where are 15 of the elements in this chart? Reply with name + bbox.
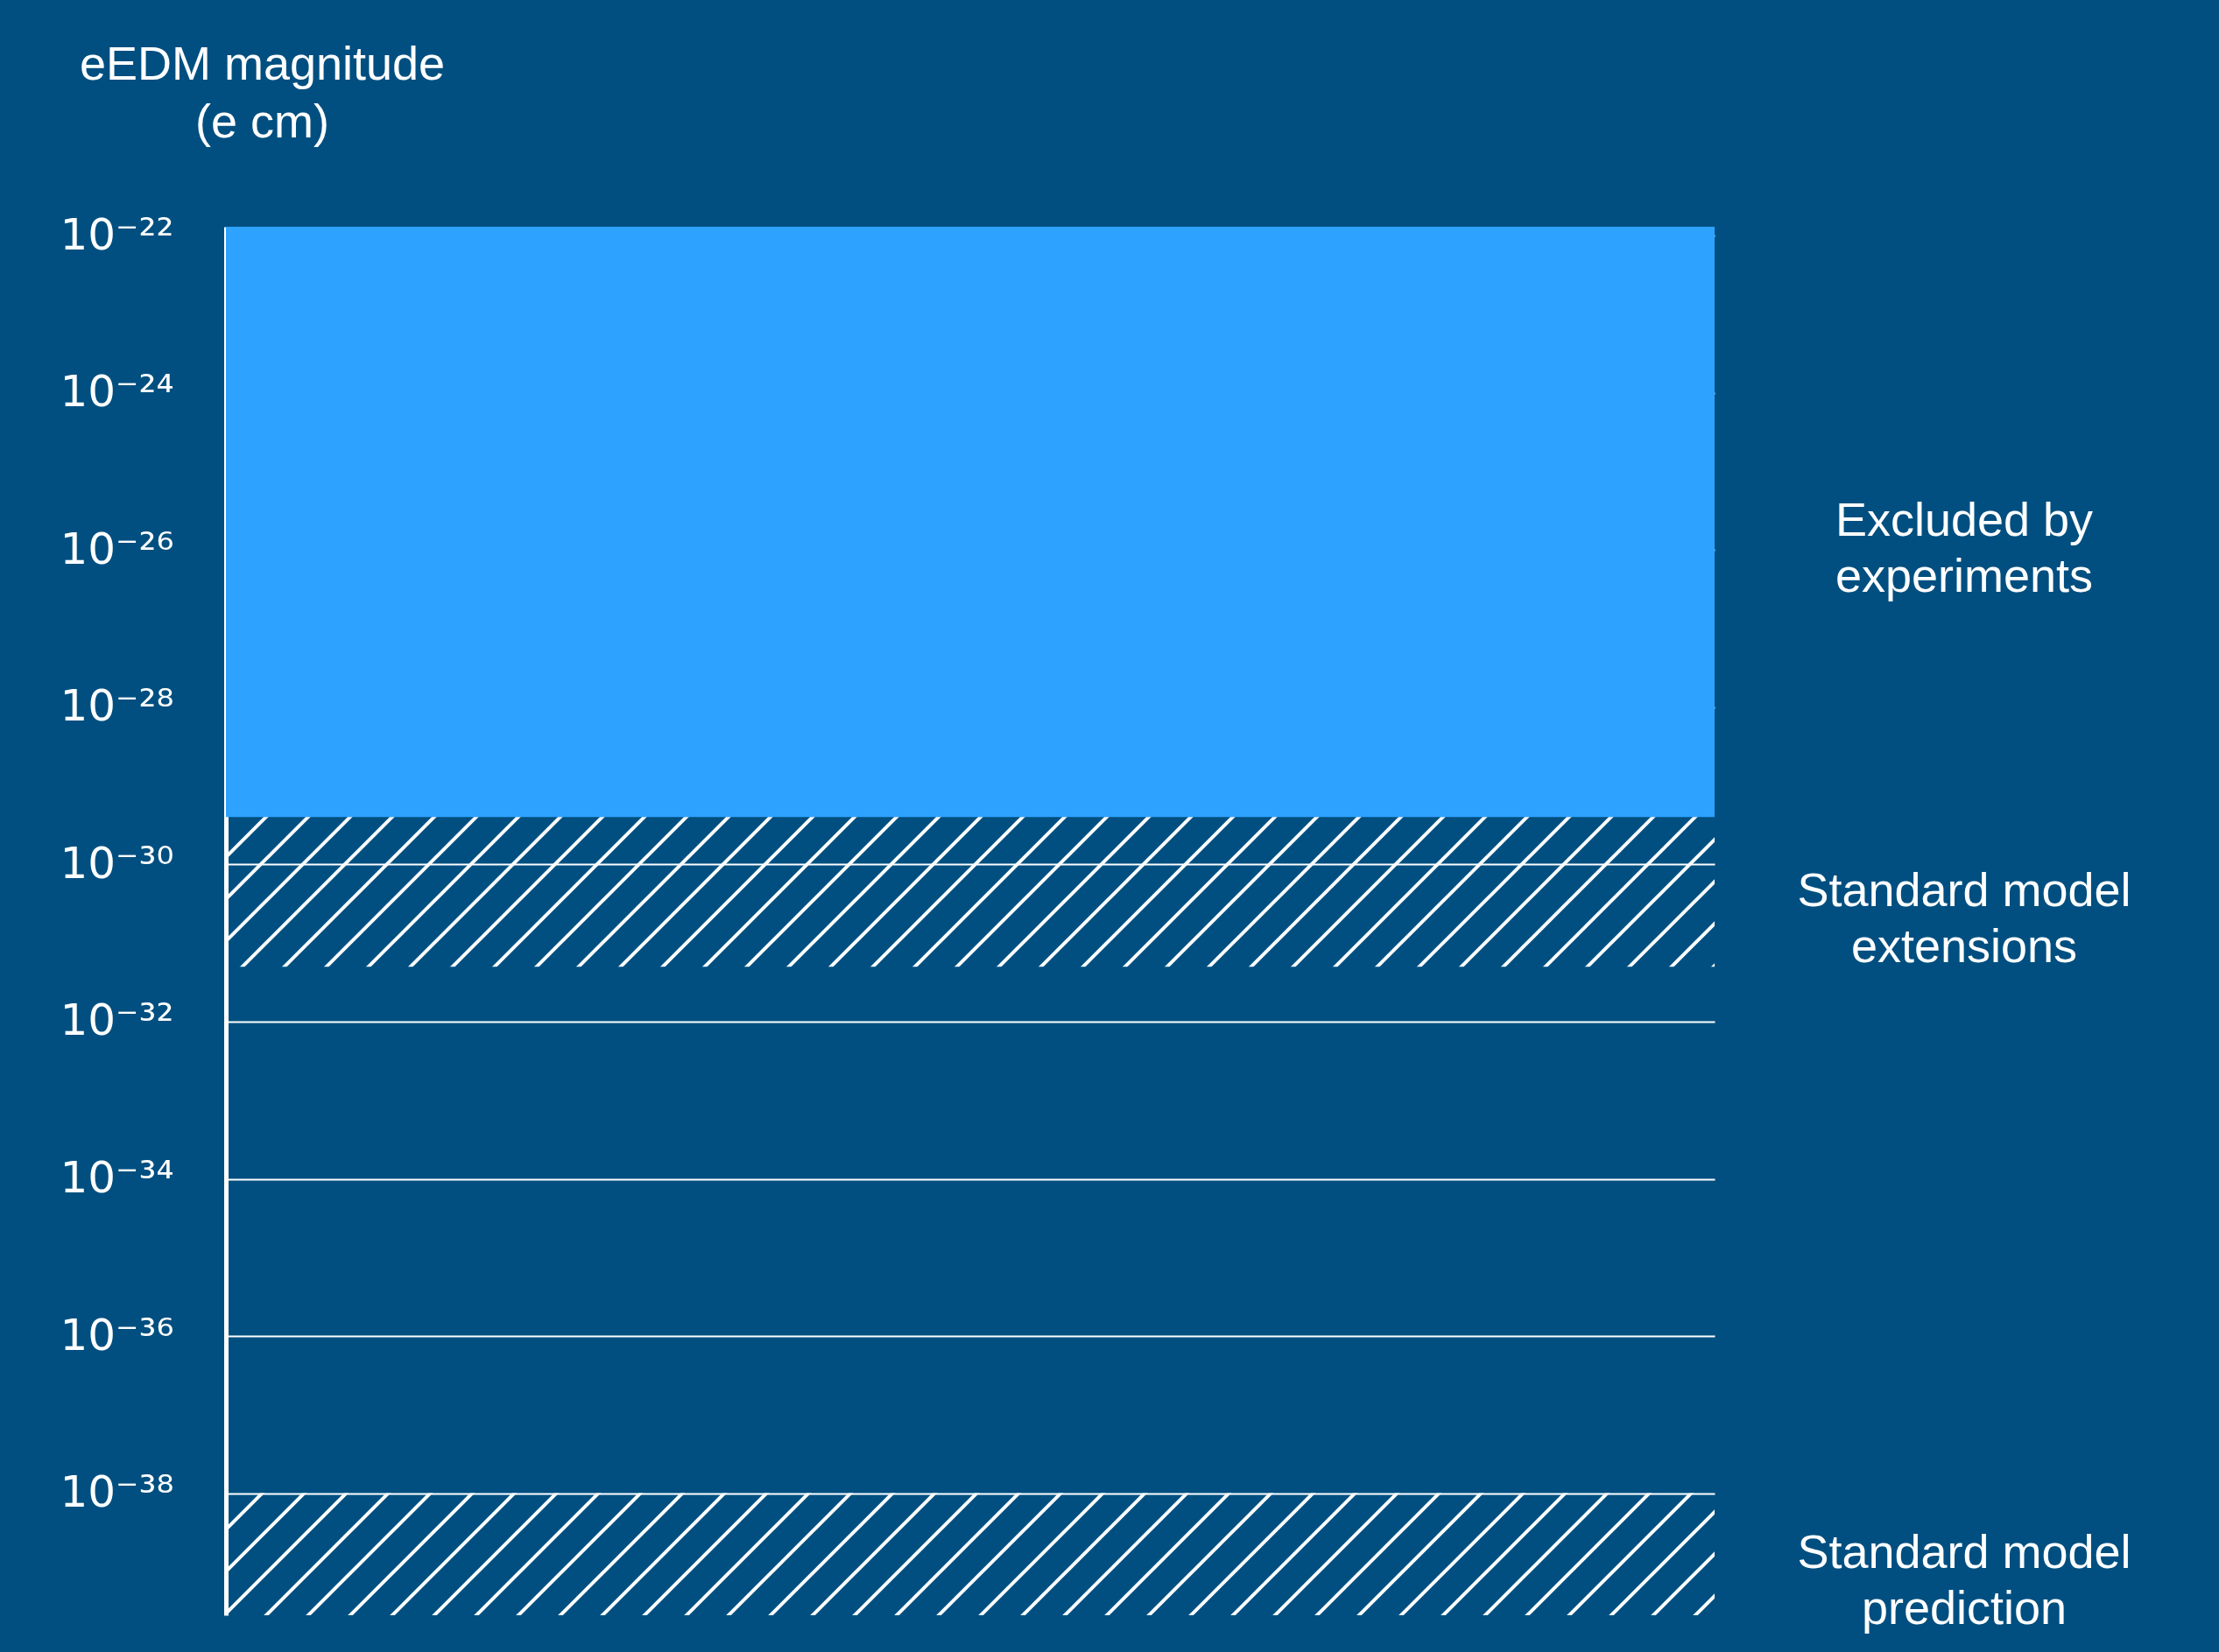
- bar: [226, 1493, 1715, 1615]
- y-tick-label: 10⁻³⁴: [60, 1152, 174, 1203]
- series-label: Standard model extensions: [1797, 862, 2131, 972]
- y-tick-label: 10⁻²⁴: [60, 366, 174, 418]
- y-tick-label: 10⁻²⁶: [60, 523, 174, 574]
- text: Excluded by experiments: [1835, 493, 2094, 602]
- y-axis-title: eEDM magnitude (e cm): [79, 36, 446, 147]
- series-label: Standard model prediction: [1797, 1525, 2131, 1634]
- y-tick-label: 10⁻³⁶: [60, 1309, 174, 1360]
- bar: [226, 817, 1715, 967]
- y-tick-label: 10⁻³⁰: [60, 837, 174, 889]
- y-tick-label: 10⁻³²: [60, 995, 174, 1046]
- y-tick-label: 10⁻²⁸: [60, 680, 174, 732]
- y-tick-label: 10⁻²²: [60, 208, 174, 260]
- y-tick-label: 10⁻³⁸: [60, 1466, 174, 1518]
